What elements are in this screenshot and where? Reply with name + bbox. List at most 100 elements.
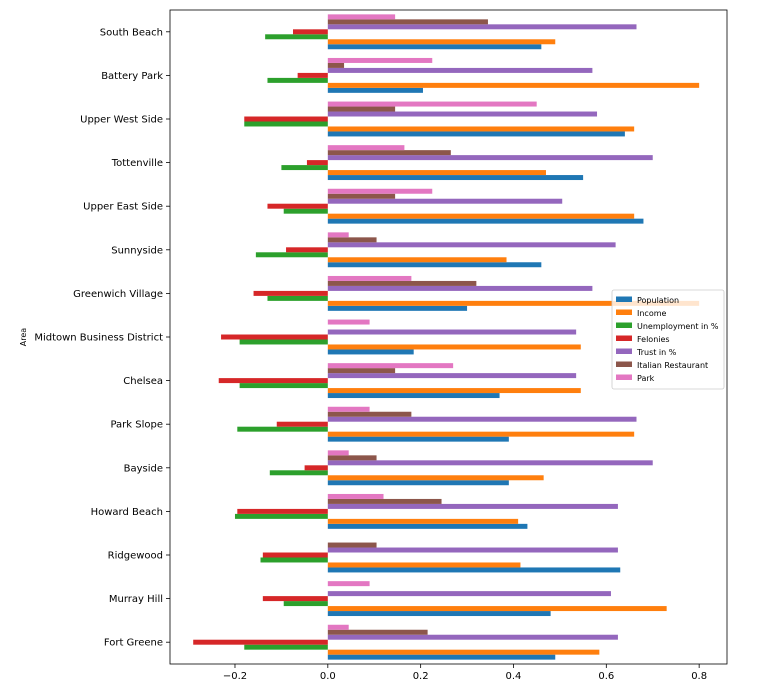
bar: [327, 193, 396, 199]
bar: [327, 285, 593, 291]
legend-swatch: [616, 296, 632, 302]
bar: [269, 470, 328, 476]
bar: [327, 242, 616, 248]
bar: [327, 106, 396, 112]
bar: [327, 19, 488, 25]
legend: Population Income Unemployment in % Felonie…: [611, 289, 725, 390]
legend-entry: Park: [637, 374, 655, 383]
x-tick-label: −0.2: [223, 671, 247, 682]
x-tick-label: 0.2: [413, 671, 429, 682]
bar: [327, 57, 433, 63]
bar: [327, 581, 370, 587]
bar: [255, 252, 328, 258]
bar: [297, 72, 328, 78]
bar: [265, 34, 328, 40]
bar: [193, 639, 328, 645]
bar: [327, 455, 377, 461]
bar: [327, 606, 667, 612]
bar: [327, 111, 598, 117]
bar: [327, 131, 625, 137]
bar: [327, 567, 621, 573]
legend-entry: Population: [637, 296, 679, 305]
bar: [327, 344, 581, 350]
bar: [327, 431, 635, 437]
bar: [327, 436, 509, 442]
bar: [327, 257, 507, 263]
bar: [327, 649, 600, 655]
bar: [253, 290, 328, 296]
bar: [267, 295, 328, 301]
bar: [327, 126, 635, 132]
bar: [327, 493, 384, 499]
bar: [267, 203, 328, 209]
bar: [244, 116, 328, 122]
bar: [327, 368, 396, 374]
legend-entry: Felonies: [637, 335, 670, 344]
y-tick-label: Sunnyside: [111, 245, 163, 256]
bar: [327, 82, 700, 88]
bar: [327, 319, 370, 325]
y-tick-label: Fort Greene: [104, 638, 163, 649]
legend-box: [611, 289, 725, 390]
y-tick-label: Battery Park: [101, 71, 163, 82]
bar: [327, 305, 468, 311]
bar: [327, 629, 428, 635]
y-tick-label: Murray Hill: [109, 594, 163, 605]
bar: [327, 300, 700, 306]
bar: [276, 421, 328, 427]
y-axis: Fort Greene Murray Hill Ridgewood Howard Be…: [34, 27, 170, 649]
bar: [327, 198, 563, 204]
bar: [262, 552, 328, 558]
bar: [327, 24, 637, 30]
legend-swatch: [616, 335, 632, 341]
y-axis-label: Area: [19, 328, 28, 347]
bar: [262, 596, 328, 602]
legend-swatch: [616, 374, 632, 380]
bar: [327, 44, 542, 50]
bar: [304, 465, 328, 471]
bar: [327, 67, 593, 73]
bar: [327, 503, 618, 509]
y-tick-label: Bayside: [124, 463, 163, 474]
bar: [327, 275, 412, 281]
bar: [327, 460, 653, 466]
y-tick-label: Chelsea: [123, 376, 163, 387]
bar: [327, 188, 433, 194]
bar: [234, 513, 328, 519]
bar: [327, 475, 544, 481]
bar: [327, 480, 509, 486]
y-tick-label: South Beach: [100, 27, 163, 38]
bar: [327, 542, 377, 548]
bar: [327, 363, 454, 369]
y-tick-label: Park Slope: [110, 420, 163, 431]
bar: [286, 247, 328, 253]
legend-swatch: [616, 309, 632, 315]
bar: [327, 170, 546, 176]
bar: [327, 450, 349, 456]
legend-swatch: [616, 322, 632, 328]
bar: [237, 426, 328, 432]
legend-entry: Unemployment in %: [637, 322, 719, 331]
bar: [327, 280, 477, 286]
legend-swatch: [616, 348, 632, 354]
bar: [237, 508, 328, 514]
x-tick-label: 0.4: [506, 671, 522, 682]
bar: [327, 634, 618, 640]
bar: [293, 29, 328, 35]
bar: [327, 213, 635, 219]
bar: [327, 406, 370, 412]
bar: [283, 208, 328, 214]
bar: [283, 601, 328, 607]
bar: [281, 165, 328, 171]
bar: [327, 591, 611, 597]
bar: [327, 155, 653, 161]
bar: [327, 232, 349, 238]
bar: [239, 383, 328, 389]
legend-entry: Income: [637, 309, 667, 318]
x-tick-label: 0.0: [320, 671, 336, 682]
y-tick-label: Howard Beach: [91, 507, 163, 518]
bar: [327, 393, 500, 399]
bar: [306, 160, 328, 166]
bar: [327, 388, 581, 394]
